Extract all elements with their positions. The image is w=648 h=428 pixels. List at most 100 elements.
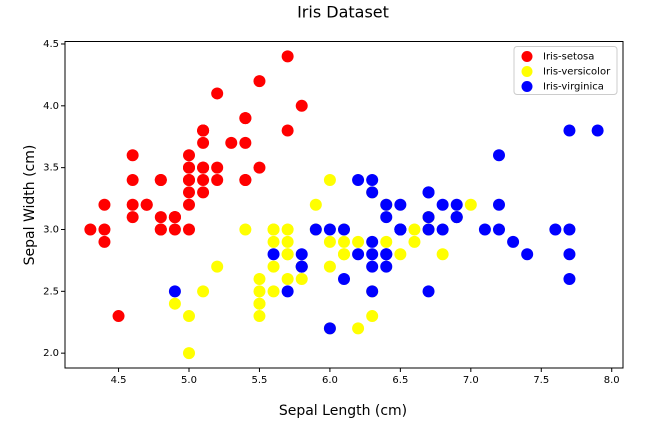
point — [154, 211, 167, 224]
point — [197, 285, 210, 298]
point — [338, 223, 350, 236]
plot-frame — [64, 41, 624, 369]
point — [112, 310, 125, 323]
point — [154, 223, 167, 236]
point — [295, 248, 308, 261]
point — [253, 297, 266, 310]
point — [253, 75, 266, 88]
point — [281, 235, 294, 248]
point — [267, 260, 280, 273]
point — [98, 223, 111, 236]
legend-box — [513, 46, 618, 95]
point — [140, 198, 153, 211]
y-tick-label: 3.5 — [43, 163, 59, 174]
point — [352, 174, 365, 187]
point — [98, 198, 111, 211]
legend-marker — [521, 51, 533, 62]
point — [239, 174, 252, 187]
x-tick-label: 7.5 — [533, 375, 549, 386]
y-tick-label: 2.5 — [43, 286, 59, 297]
x-tick-label: 5.0 — [181, 375, 197, 386]
legend-label: Iris-versicolor — [543, 67, 611, 78]
point — [507, 235, 520, 248]
point — [478, 223, 491, 236]
point — [493, 198, 505, 211]
point — [422, 285, 435, 298]
point — [380, 260, 393, 273]
point — [366, 186, 379, 199]
point — [591, 124, 604, 137]
y-tick-label: 2.0 — [43, 348, 59, 359]
point — [126, 211, 139, 224]
point — [549, 223, 562, 236]
point — [98, 235, 111, 248]
point — [352, 235, 365, 248]
point — [267, 248, 280, 261]
point — [422, 186, 435, 199]
point — [323, 223, 336, 236]
x-tick-label: 5.5 — [252, 375, 268, 386]
point — [493, 149, 505, 162]
point — [183, 186, 195, 199]
point — [197, 186, 210, 199]
point — [253, 161, 266, 174]
point — [394, 198, 407, 211]
legend-label: Iris-virginica — [543, 82, 604, 93]
point — [436, 198, 449, 211]
point — [154, 174, 167, 187]
point — [197, 136, 210, 149]
point — [422, 211, 435, 224]
point — [563, 248, 576, 261]
point — [408, 235, 421, 248]
chart-title: Iris Dataset — [297, 3, 389, 22]
point — [126, 149, 139, 162]
point — [168, 211, 181, 224]
point — [267, 223, 280, 236]
point — [267, 235, 280, 248]
point — [295, 260, 308, 273]
point — [211, 161, 224, 174]
point — [563, 272, 576, 285]
point — [352, 248, 365, 261]
y-tick-label: 3.0 — [43, 224, 59, 235]
x-tick-label: 4.5 — [111, 375, 127, 386]
legend: Iris-setosa Iris-versicolor Iris-virginica — [513, 46, 618, 95]
point — [183, 149, 195, 162]
point — [380, 211, 393, 224]
point — [197, 124, 210, 137]
point — [281, 272, 294, 285]
legend-marker — [521, 81, 533, 92]
point — [338, 248, 350, 261]
point — [84, 223, 97, 236]
point — [450, 211, 463, 224]
legend-label: Iris-setosa — [543, 52, 594, 63]
point — [323, 174, 336, 187]
y-axis-label: Sepal Width (cm) — [22, 145, 38, 266]
point — [450, 198, 463, 211]
point — [253, 272, 266, 285]
point — [338, 235, 350, 248]
point — [563, 124, 576, 137]
point — [267, 285, 280, 298]
point — [281, 50, 294, 63]
point — [126, 174, 139, 187]
point — [380, 248, 393, 261]
point — [323, 235, 336, 248]
point — [168, 297, 181, 310]
point — [323, 260, 336, 273]
point — [239, 223, 252, 236]
point — [436, 248, 449, 261]
point — [183, 310, 195, 323]
point — [239, 136, 252, 149]
point — [493, 223, 505, 236]
point — [211, 87, 224, 100]
point — [281, 285, 294, 298]
point — [295, 272, 308, 285]
point — [380, 198, 393, 211]
point — [521, 248, 534, 261]
point — [366, 174, 379, 187]
point — [309, 198, 322, 211]
point — [380, 235, 393, 248]
point — [197, 174, 210, 187]
y-tick-label: 4.0 — [43, 101, 59, 112]
